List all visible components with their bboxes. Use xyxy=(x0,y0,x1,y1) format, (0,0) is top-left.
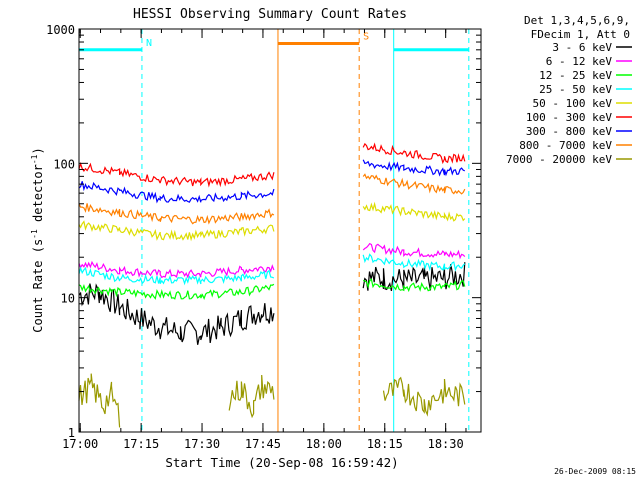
annotation-label-0: N xyxy=(146,38,152,49)
series-8-trace-1 xyxy=(228,374,275,419)
series-4-trace-0 xyxy=(78,220,275,242)
series-3-trace-0 xyxy=(78,266,275,286)
footer-timestamp: 26-Dec-2009 08:15 xyxy=(554,467,636,476)
series-3-trace-1 xyxy=(362,253,466,272)
series-8-trace-2 xyxy=(382,376,466,417)
legend-label-0: 3 - 6 keV xyxy=(552,41,612,54)
y-tick-label-0: 1 xyxy=(68,426,75,440)
y-axis-label-main: Count Rate (s xyxy=(31,239,45,333)
series-7-trace-1 xyxy=(362,173,466,195)
series-0-trace-1 xyxy=(362,262,466,292)
y-tick-label-3: 1000 xyxy=(46,23,75,37)
legend-label-6: 300 - 800 keV xyxy=(526,125,612,138)
legend: Det 1,3,4,5,6,9,FDecim 1, Att 03 - 6 keV… xyxy=(506,14,632,166)
y-tick-label-1: 10 xyxy=(61,292,75,306)
x-tick-label-6: 18:30 xyxy=(428,437,464,451)
x-tick-label-5: 18:15 xyxy=(367,437,403,451)
plot-frame xyxy=(78,28,482,433)
legend-label-7: 800 - 7000 keV xyxy=(519,139,612,152)
legend-title-line-0: Det 1,3,4,5,6,9, xyxy=(524,14,630,27)
legend-label-1: 6 - 12 keV xyxy=(546,55,613,68)
x-tick-label-3: 17:45 xyxy=(245,437,281,451)
x-axis-label: Start Time (20-Sep-08 16:59:42) xyxy=(165,455,398,470)
series-8-trace-0 xyxy=(78,373,121,428)
legend-label-5: 100 - 300 keV xyxy=(526,111,612,124)
series-6-trace-1 xyxy=(362,159,466,177)
series-1-trace-0 xyxy=(78,260,275,279)
y-axis-label-mid: detector xyxy=(31,164,45,229)
legend-label-2: 12 - 25 keV xyxy=(539,69,612,82)
legend-label-4: 50 - 100 keV xyxy=(533,97,613,110)
legend-label-8: 7000 - 20000 keV xyxy=(506,153,612,166)
series-5-trace-0 xyxy=(78,161,275,188)
plot-area: N S 1 10 100 1000 17:00 17:15 17:30 17:45 18:00 18:… xyxy=(46,23,482,451)
x-tick-label-2: 17:30 xyxy=(184,437,220,451)
y-axis-label-sup-1: -1 xyxy=(30,229,39,239)
y-tick-label-2: 100 xyxy=(53,157,75,171)
series-1-trace-1 xyxy=(362,242,466,260)
series-4-trace-1 xyxy=(362,201,466,222)
series-2-trace-0 xyxy=(78,283,275,300)
legend-label-3: 25 - 50 keV xyxy=(539,83,612,96)
y-axis-label: Count Rate (s-1 detector-1) xyxy=(30,147,45,332)
annotation-label-1: S xyxy=(363,31,369,42)
y-axis-label-sup-2: -1 xyxy=(30,154,39,164)
chart-title: HESSI Observing Summary Count Rates xyxy=(133,7,407,22)
y-axis-label-end: ) xyxy=(31,147,45,154)
x-tick-label-0: 17:00 xyxy=(62,437,98,451)
series-7-trace-0 xyxy=(78,203,275,225)
series-2-trace-1 xyxy=(362,278,466,293)
series-5-trace-1 xyxy=(362,142,466,165)
x-tick-label-1: 17:15 xyxy=(123,437,159,451)
series-6-trace-0 xyxy=(78,181,275,204)
x-tick-label-4: 18:00 xyxy=(306,437,342,451)
legend-title-line-1: FDecim 1, Att 0 xyxy=(531,28,630,41)
